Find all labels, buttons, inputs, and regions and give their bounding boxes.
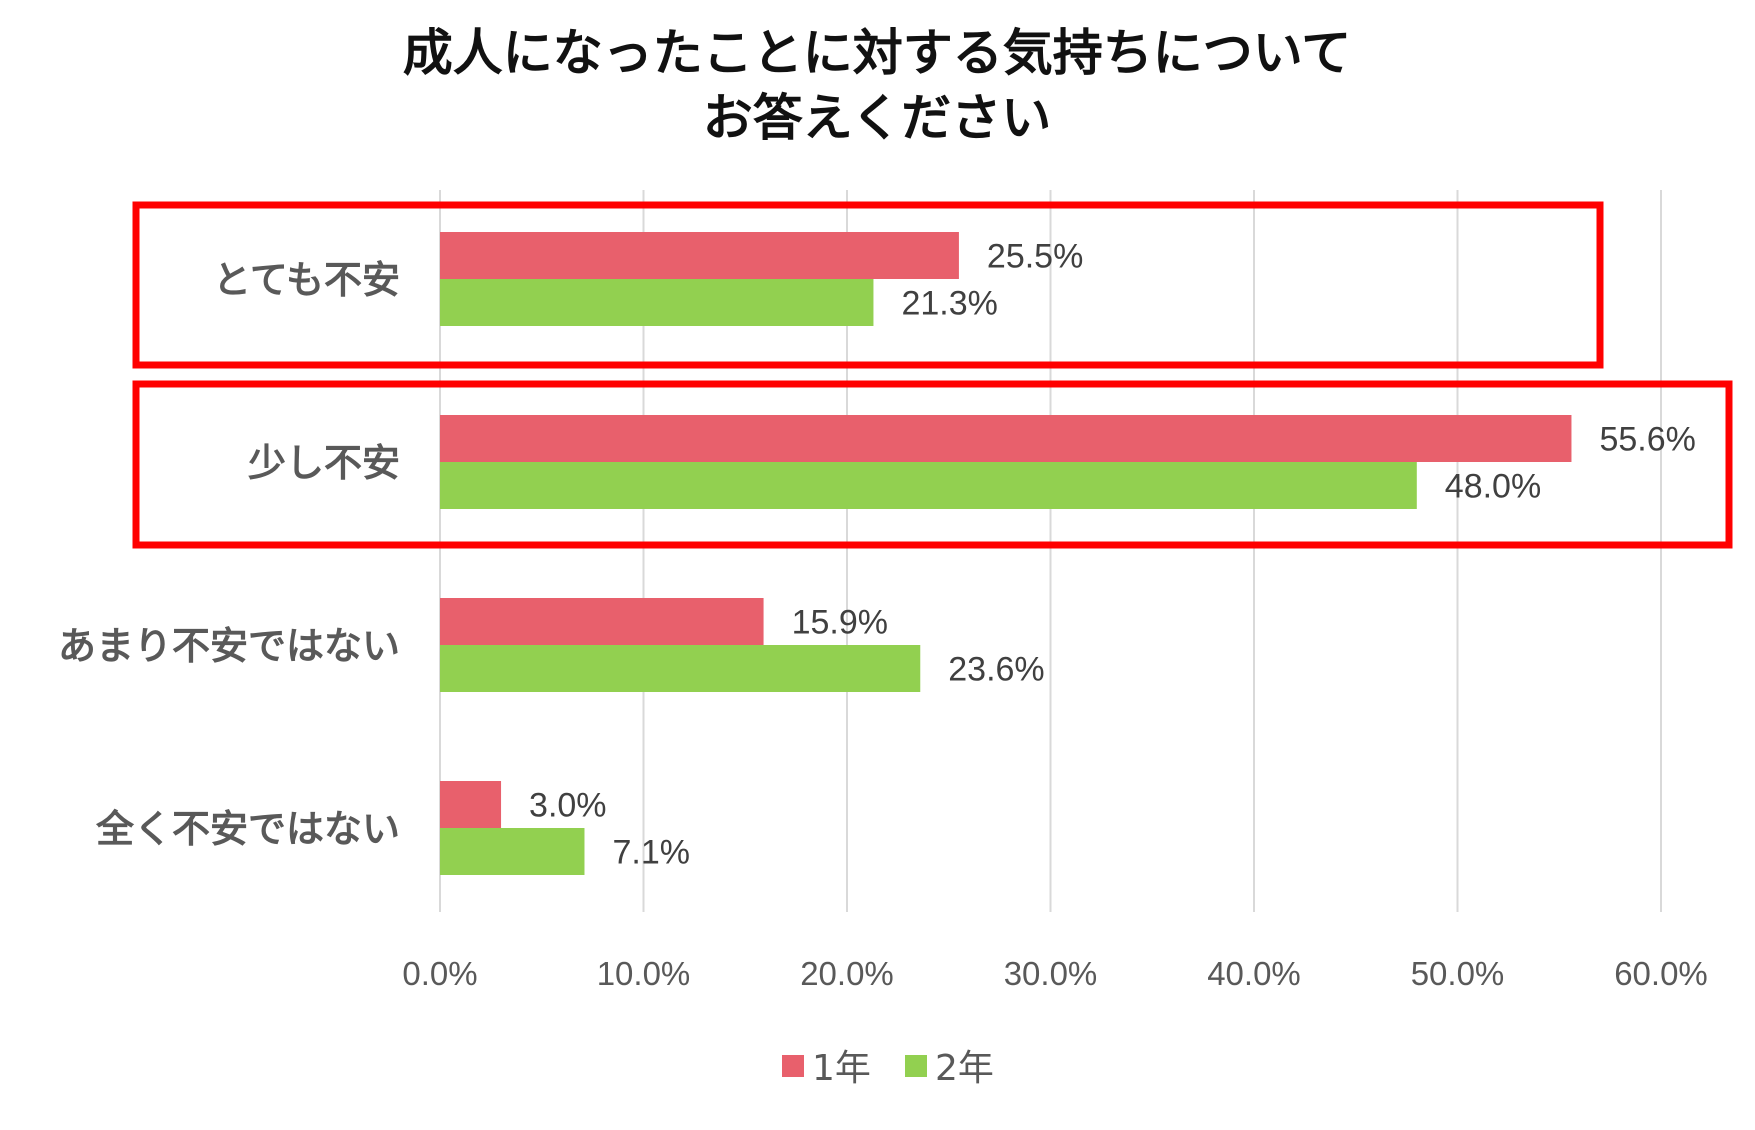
bar-year1 bbox=[440, 415, 1572, 462]
bar-year1 bbox=[440, 781, 502, 828]
data-label: 23.6% bbox=[948, 651, 1044, 689]
category-label: とても不安 bbox=[213, 258, 400, 302]
highlight-boxes bbox=[132, 201, 1733, 549]
data-label: 3.0% bbox=[529, 787, 607, 825]
x-tick-label: 40.0% bbox=[1207, 955, 1301, 992]
x-axis-ticks: 0.0% 10.0% 20.0% 30.0% 40.0% 50.0% 60.0% bbox=[402, 955, 1707, 992]
data-label: 15.9% bbox=[792, 604, 888, 642]
chart-title-line-1: 成人になったことに対する気持ちについて bbox=[403, 24, 1352, 82]
highlight-box bbox=[132, 201, 1604, 369]
x-tick-label: 50.0% bbox=[1411, 955, 1505, 992]
bar-year2 bbox=[440, 462, 1417, 509]
data-labels: 25.5% 21.3% 55.6% 48.0% 15.9% 23.6% 3.0%7.1% bbox=[529, 238, 1696, 872]
bar-year2 bbox=[440, 279, 874, 326]
bar-year1 bbox=[440, 232, 959, 279]
data-label: 48.0% bbox=[1445, 468, 1541, 506]
data-label: 25.5% bbox=[987, 238, 1083, 276]
legend-label: 2年 bbox=[935, 1048, 994, 1089]
x-tick-label: 60.0% bbox=[1614, 955, 1708, 992]
data-label: 55.6% bbox=[1599, 421, 1695, 459]
chart-title-line-2: お答えください bbox=[703, 89, 1052, 147]
bar-year2 bbox=[440, 645, 921, 692]
category-label: あまり不安ではない bbox=[58, 624, 400, 668]
legend-swatch bbox=[782, 1055, 804, 1077]
legend-swatch bbox=[905, 1055, 927, 1077]
data-label: 21.3% bbox=[901, 285, 997, 323]
bar-year1 bbox=[440, 598, 764, 645]
data-label: 7.1% bbox=[612, 834, 690, 872]
bars bbox=[440, 232, 1572, 875]
x-tick-label: 0.0% bbox=[402, 955, 477, 992]
legend-label: 1年 bbox=[812, 1048, 871, 1089]
bar-year2 bbox=[440, 828, 585, 875]
category-label: 全く不安ではない bbox=[95, 807, 400, 851]
x-tick-label: 20.0% bbox=[800, 955, 894, 992]
category-label: 少し不安 bbox=[248, 441, 400, 485]
highlight-box bbox=[132, 380, 1733, 549]
legend: 1年 2年 bbox=[782, 1048, 994, 1089]
x-tick-label: 30.0% bbox=[1004, 955, 1098, 992]
x-tick-label: 10.0% bbox=[597, 955, 691, 992]
